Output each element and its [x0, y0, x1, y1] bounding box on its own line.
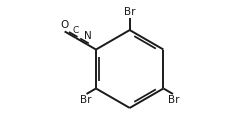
Text: N: N: [83, 31, 91, 41]
Text: C: C: [72, 26, 78, 35]
Text: O: O: [60, 20, 68, 30]
Text: Br: Br: [167, 95, 179, 105]
Text: Br: Br: [80, 95, 91, 105]
Text: Br: Br: [123, 7, 135, 17]
